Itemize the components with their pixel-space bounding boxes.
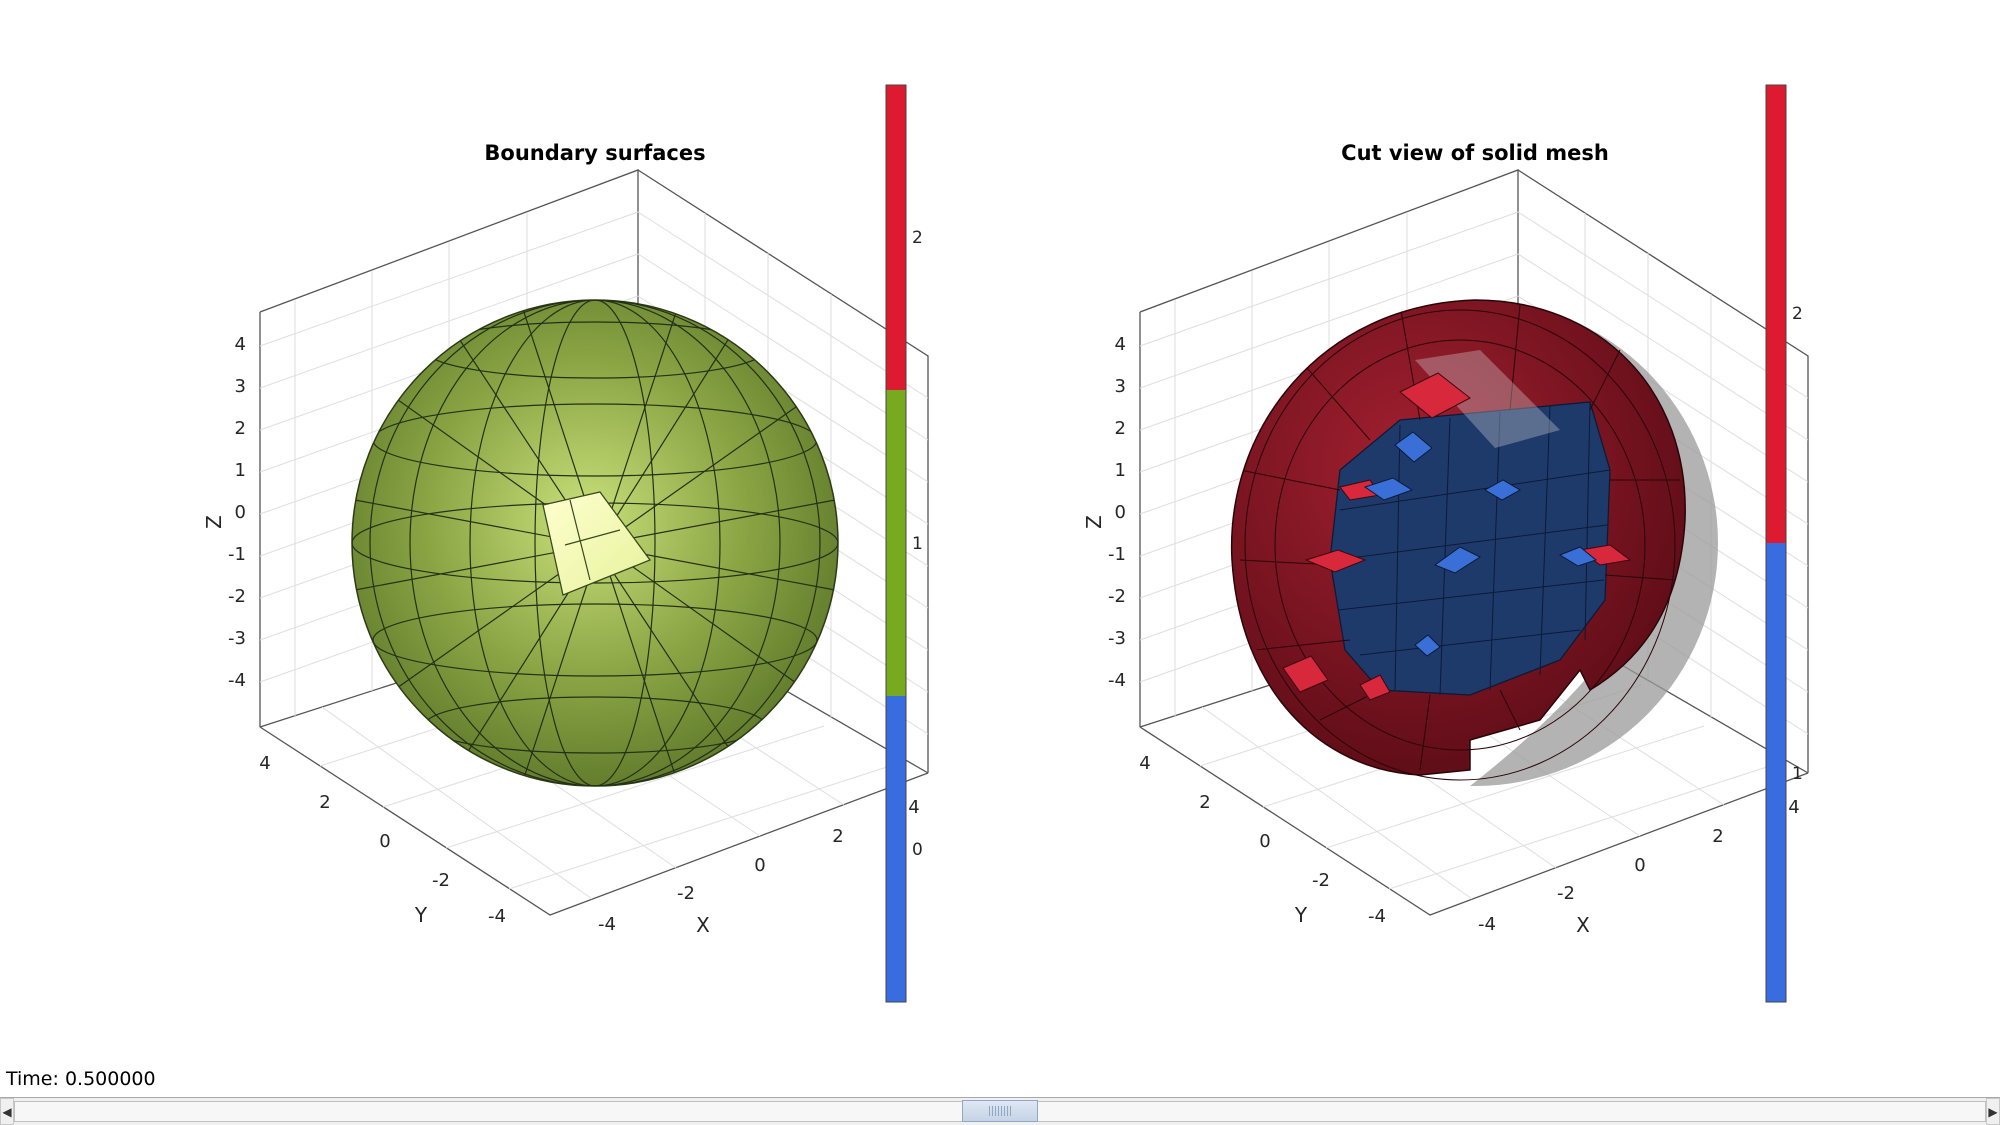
z-tick: 1 [235,460,246,481]
y-tick: -4 [1368,906,1386,927]
y-tick: -4 [488,906,506,927]
y-tick: -2 [1312,870,1330,891]
z-tick: -1 [228,544,246,565]
colorbar-tick: 1 [1792,764,1803,784]
colorbar-tick: 0 [912,840,923,860]
z-tick-labels: 4 3 2 1 0 -1 -2 -3 -4 [1108,334,1126,691]
z-tick: -2 [228,586,246,607]
y-axis-label: Y [1294,903,1308,927]
y-tick-labels: 4 2 0 -2 -4 [259,753,506,927]
x-tick: 0 [1634,855,1645,876]
y-tick: 2 [319,792,330,813]
z-tick: 0 [235,502,246,523]
colorbar: 2 1 [1765,84,1803,1003]
plot-cut-view: 4 3 2 1 0 -1 -2 -3 -4 4 2 0 -2 -4 -4 -2 … [1082,84,1809,1003]
red-elements [1282,372,1632,701]
colorbar-segment [886,390,906,696]
y-tick: 4 [1139,753,1150,774]
scroll-right-arrow-icon[interactable]: ▶ [1986,1098,2000,1125]
blue-elements [1363,431,1598,657]
z-tick: -4 [1108,670,1126,691]
z-tick: 2 [235,418,246,439]
z-tick: 1 [1115,460,1126,481]
z-tick: 4 [1115,334,1126,355]
x-tick: 4 [908,797,919,818]
x-tick-labels: -4 -2 0 2 4 [598,797,920,935]
z-tick: -3 [1108,628,1126,649]
z-tick: -1 [1108,544,1126,565]
x-tick: 0 [754,855,765,876]
z-axis-label: Z [1082,515,1106,529]
time-scrollbar[interactable]: ◀ ▶ [0,1097,2000,1125]
colorbar-segment [886,85,906,390]
x-tick-labels: -4 -2 0 2 4 [1478,797,1800,935]
sphere-highlight [542,491,652,596]
x-tick: -2 [1557,883,1575,904]
time-status: Time: 0.500000 [6,1068,156,1090]
y-tick: 4 [259,753,270,774]
z-axis-label: Z [202,515,226,529]
y-axis-label: Y [414,903,428,927]
z-tick: -3 [228,628,246,649]
x-tick: 4 [1788,797,1799,818]
y-tick: 0 [1259,831,1270,852]
colorbar-tick: 2 [912,228,923,248]
scroll-left-arrow-icon[interactable]: ◀ [0,1098,14,1125]
boundary-sphere [351,299,839,787]
z-tick: -4 [228,670,246,691]
plot-boundary-surfaces: 4 3 2 1 0 -1 -2 -3 -4 4 2 0 -2 -4 -4 -2 … [202,84,929,1003]
grip-icon [989,1106,1011,1116]
y-tick: 2 [1199,792,1210,813]
z-tick: 4 [235,334,246,355]
inner-cut-face [1329,401,1611,696]
solid-mesh-cut [1230,299,1718,786]
x-tick: -4 [598,914,616,935]
colorbar: 2 1 0 [885,84,923,1003]
z-tick-labels: 4 3 2 1 0 -1 -2 -3 -4 [228,334,246,691]
figure-canvas: 4 3 2 1 0 -1 -2 -3 -4 4 2 0 -2 -4 -4 -2 … [202,84,1809,1003]
scroll-thumb[interactable] [962,1100,1038,1122]
x-tick: 2 [1712,826,1723,847]
z-tick: 3 [235,376,246,397]
x-axis-label: X [696,913,710,937]
z-tick: 2 [1115,418,1126,439]
plot-title: Cut view of solid mesh [1341,141,1609,165]
colorbar-tick: 2 [1792,304,1803,324]
y-tick-labels: 4 2 0 -2 -4 [1139,753,1386,927]
x-axis-label: X [1576,913,1590,937]
x-tick: -4 [1478,914,1496,935]
colorbar-segment [1766,85,1786,543]
x-tick: -2 [677,883,695,904]
y-tick: -2 [432,870,450,891]
plot-title: Boundary surfaces [484,141,705,165]
colorbar-segment [886,696,906,1002]
z-tick: -2 [1108,586,1126,607]
z-tick: 3 [1115,376,1126,397]
translucent-overlay [1415,350,1560,448]
x-tick: 2 [832,826,843,847]
y-tick: 0 [379,831,390,852]
colorbar-segment [1766,543,1786,1002]
z-tick: 0 [1115,502,1126,523]
colorbar-tick: 1 [912,534,923,554]
